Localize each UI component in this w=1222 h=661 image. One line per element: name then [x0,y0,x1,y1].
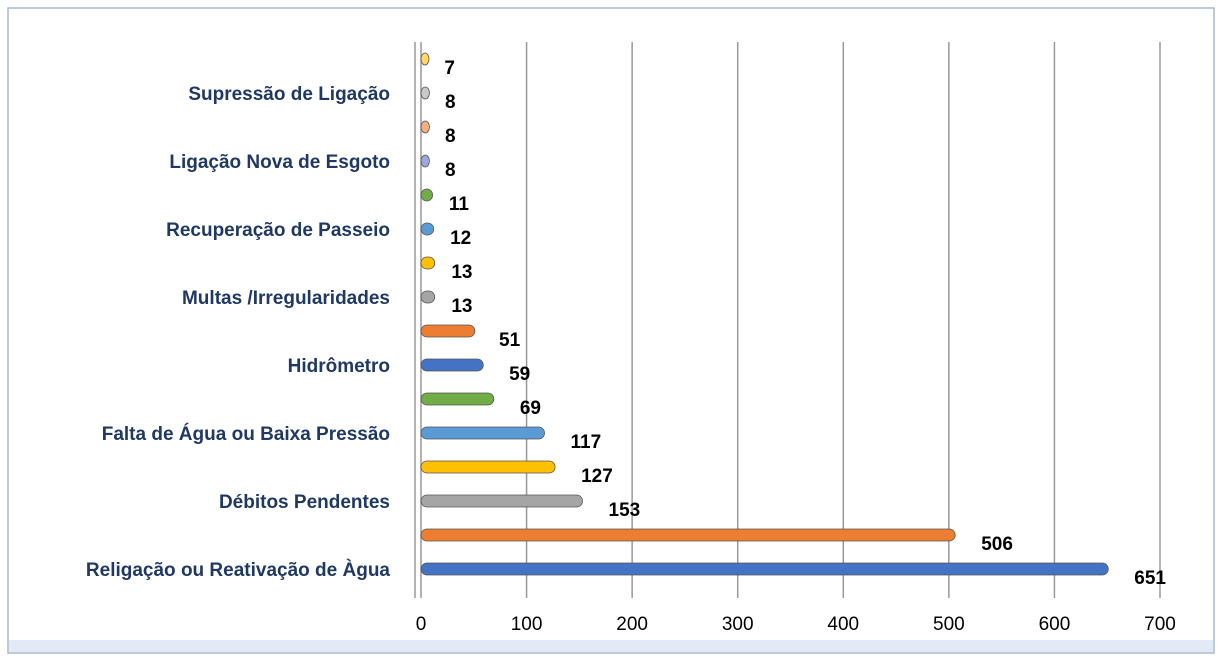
bar [420,86,430,100]
value-label: 8 [445,92,456,113]
value-label: 127 [581,466,613,487]
bar [420,562,1109,576]
bar [420,222,435,236]
bar [420,52,430,66]
bar [420,188,434,202]
y-tick-label: Débitos Pendentes [219,492,390,513]
value-label: 59 [509,364,530,385]
bar [420,324,476,338]
x-tick-label: 200 [616,614,648,635]
bar [420,426,545,440]
value-label: 506 [981,534,1013,555]
bar [420,154,430,168]
bar [420,120,430,134]
frame-footer [9,640,1213,652]
y-tick-label: Supressão de Ligação [188,84,390,105]
bar [420,256,436,270]
x-tick-label: 500 [933,614,965,635]
y-tick-label: Recuperação de Passeio [166,220,390,241]
value-label: 7 [444,58,455,79]
x-tick-label: 700 [1144,614,1176,635]
value-label: 8 [445,160,456,181]
chart-frame [7,7,1215,654]
bar [420,392,495,406]
y-tick-label: Ligação Nova de Esgoto [169,152,390,173]
y-tick-label: Religação ou Reativação de Àgua [86,559,391,581]
x-tick-label: 100 [511,614,543,635]
y-tick-label: Falta de Água ou Baixa Pressão [102,423,390,445]
x-tick-label: 600 [1039,614,1071,635]
value-label: 12 [450,228,471,249]
x-tick-label: 0 [416,614,427,635]
value-label: 69 [520,398,541,419]
value-label: 13 [451,296,472,317]
value-label: 153 [609,500,641,521]
value-label: 13 [451,262,472,283]
x-tick-label: 300 [722,614,754,635]
value-label: 51 [499,330,521,351]
bar [420,494,583,508]
value-label: 117 [571,432,602,453]
y-tick-label: Hidrômetro [288,356,390,377]
value-label: 651 [1134,568,1166,589]
bar [420,528,956,542]
bar [420,358,484,372]
x-tick-label: 400 [827,614,859,635]
value-label: 8 [445,126,456,147]
value-label: 11 [449,194,470,215]
bar [420,460,556,474]
bar [420,290,436,304]
y-tick-label: Multas /Irregularidades [182,288,390,309]
